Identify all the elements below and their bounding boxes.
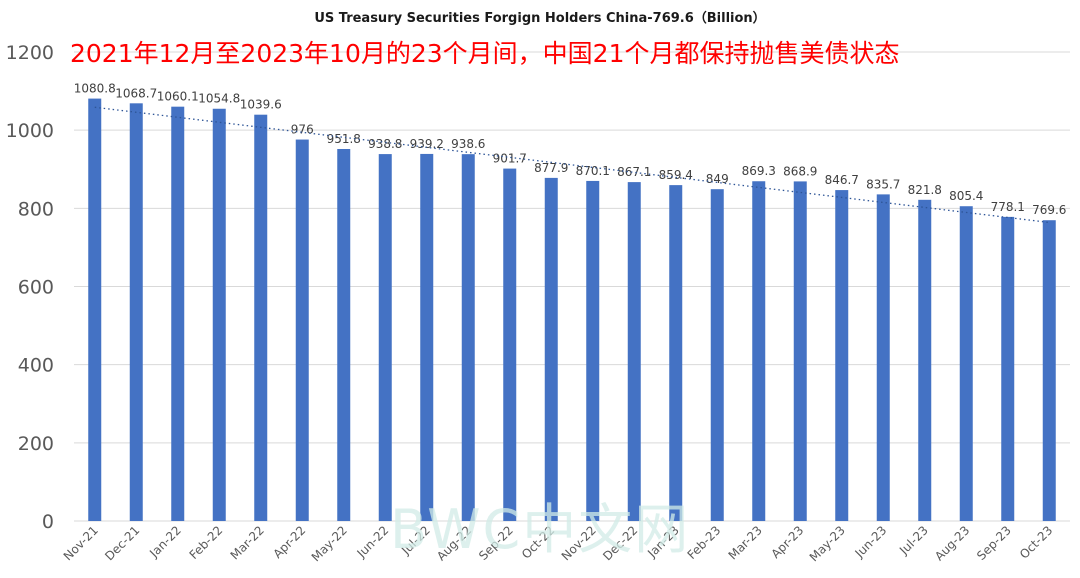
bar — [544, 177, 558, 521]
data-label: 976 — [291, 123, 314, 137]
x-tick-label: Apr-22 — [270, 523, 308, 561]
data-label: 938.6 — [451, 137, 485, 151]
y-tick-label: 0 — [42, 511, 54, 533]
x-tick-label: Jul-23 — [896, 523, 931, 558]
x-tick-label: Nov-21 — [61, 523, 101, 563]
bar — [295, 139, 309, 521]
data-label: 867.1 — [617, 165, 651, 179]
y-tick-label: 600 — [18, 277, 54, 299]
gridlines — [74, 51, 1070, 522]
x-tick-label: Jun-22 — [354, 523, 392, 561]
data-label: 1060.1 — [157, 90, 199, 104]
y-axis-ticks: 0 200 400 600 800 1000 1200 — [6, 42, 54, 533]
data-label: 1039.6 — [240, 98, 282, 112]
bar — [337, 149, 351, 522]
data-label: 870.1 — [576, 164, 610, 178]
data-label: 1054.8 — [198, 92, 240, 106]
x-tick-label: Sep-23 — [974, 523, 1014, 563]
x-tick-label: Aug-23 — [932, 523, 972, 563]
annotation-text: 2021年12月至2023年10月的23个月间，中国21个月都保持抛售美债状态 — [70, 39, 900, 68]
data-label: 859.4 — [659, 168, 693, 182]
watermark-text: BWC中文网 — [390, 498, 690, 561]
bar — [918, 199, 932, 521]
y-tick-label: 1200 — [6, 42, 54, 64]
data-label: 835.7 — [866, 177, 900, 191]
bar — [835, 190, 849, 521]
bar — [88, 98, 102, 521]
data-label: 901.7 — [493, 152, 527, 166]
data-label: 805.4 — [949, 189, 983, 203]
data-label: 769.6 — [1032, 203, 1066, 217]
x-tick-label: Jun-23 — [852, 523, 890, 561]
x-tick-label: Feb-22 — [187, 523, 226, 562]
bar — [171, 106, 185, 521]
bar — [503, 168, 517, 522]
data-label: 938.8 — [368, 137, 402, 151]
x-tick-label: Mar-23 — [726, 523, 765, 562]
data-label: 778.1 — [991, 200, 1025, 214]
bar — [627, 182, 641, 522]
bar — [876, 194, 890, 521]
y-tick-label: 800 — [18, 198, 54, 220]
x-tick-label: Apr-23 — [768, 523, 806, 561]
data-label: 1068.7 — [115, 86, 157, 100]
data-label: 846.7 — [825, 173, 859, 187]
data-label: 849 — [706, 172, 729, 186]
bar — [254, 114, 268, 521]
bar — [420, 153, 434, 522]
y-tick-label: 400 — [18, 355, 54, 377]
y-tick-label: 200 — [18, 433, 54, 455]
bar — [378, 154, 392, 521]
y-tick-label: 1000 — [6, 120, 54, 142]
x-tick-label: May-23 — [807, 523, 848, 564]
bar — [212, 108, 226, 522]
x-tick-label: Mar-22 — [228, 523, 267, 562]
bar — [129, 103, 143, 522]
bar — [710, 189, 724, 521]
x-tick-label: Oct-23 — [1017, 523, 1055, 561]
data-labels: 1080.8 1068.7 1060.1 1054.8 1039.6 976 951.8 93… — [74, 82, 1067, 218]
data-label: 939.2 — [410, 137, 444, 151]
bar — [752, 181, 766, 521]
bar — [586, 180, 600, 521]
bar — [461, 154, 475, 522]
data-label: 868.9 — [783, 164, 817, 178]
bar — [1042, 220, 1056, 521]
data-label: 951.8 — [327, 132, 361, 146]
data-label: 821.8 — [908, 183, 942, 197]
bars — [88, 98, 1056, 522]
bar — [793, 181, 807, 522]
x-tick-label: May-22 — [309, 523, 350, 564]
x-tick-label: Feb-23 — [685, 523, 724, 562]
data-label: 869.3 — [742, 164, 776, 178]
x-tick-label: Dec-21 — [102, 523, 142, 563]
bar — [1001, 216, 1015, 521]
chart-title: US Treasury Securities Forgign Holders C… — [314, 10, 765, 26]
data-label: 877.9 — [534, 161, 568, 175]
bar — [959, 206, 973, 521]
data-label: 1080.8 — [74, 82, 116, 96]
x-tick-label: Jan-22 — [146, 523, 184, 561]
trendline — [94, 106, 1050, 224]
bar — [669, 185, 683, 521]
